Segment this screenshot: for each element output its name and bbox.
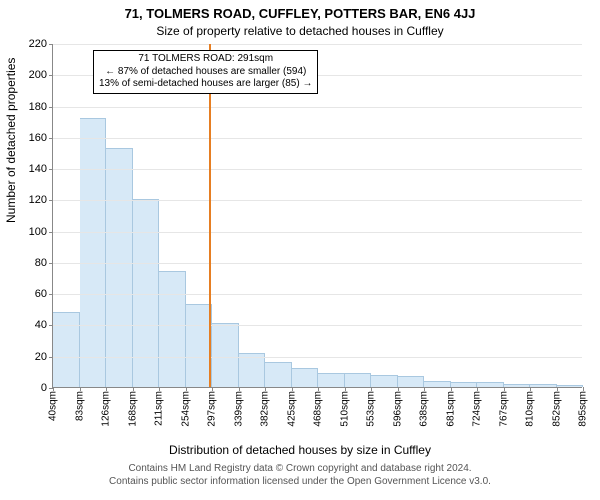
gridline	[53, 357, 582, 358]
xtick-label: 852sqm	[551, 391, 562, 427]
ytick-label: 100	[29, 226, 47, 238]
ytick-mark	[49, 325, 53, 326]
xtick-label: 83sqm	[74, 391, 85, 421]
ytick-label: 200	[29, 69, 47, 81]
histogram-bar	[424, 381, 451, 387]
gridline	[53, 263, 582, 264]
x-axis-label: Distribution of detached houses by size …	[0, 443, 600, 457]
gridline	[53, 107, 582, 108]
annotation-line: 13% of semi-detached houses are larger (…	[99, 78, 312, 91]
ytick-label: 60	[35, 288, 47, 300]
histogram-bar	[106, 148, 133, 387]
y-axis-label: Number of detached properties	[4, 58, 18, 223]
histogram-bar	[477, 382, 504, 387]
histogram-bar	[530, 384, 557, 387]
ytick-label: 0	[41, 382, 47, 394]
chart-title: 71, TOLMERS ROAD, CUFFLEY, POTTERS BAR, …	[0, 6, 600, 21]
gridline	[53, 200, 582, 201]
annotation-line: 71 TOLMERS ROAD: 291sqm	[99, 53, 312, 66]
ytick-mark	[49, 138, 53, 139]
ytick-mark	[49, 200, 53, 201]
xtick-label: 895sqm	[578, 391, 589, 427]
xtick-label: 126sqm	[101, 391, 112, 427]
histogram-bar	[53, 312, 80, 387]
ytick-mark	[49, 44, 53, 45]
xtick-label: 254sqm	[180, 391, 191, 427]
xtick-label: 767sqm	[498, 391, 509, 427]
ytick-mark	[49, 263, 53, 264]
annotation-line: ← 87% of detached houses are smaller (59…	[99, 66, 312, 79]
xtick-label: 40sqm	[48, 391, 59, 421]
histogram-bar	[345, 373, 372, 387]
histogram-bar	[451, 382, 478, 387]
histogram-bar	[398, 376, 425, 387]
histogram-bar	[159, 271, 186, 387]
histogram-bar	[504, 384, 531, 387]
histogram-bar	[212, 323, 239, 387]
xtick-label: 297sqm	[207, 391, 218, 427]
plot-area: 02040608010012014016018020022040sqm83sqm…	[52, 44, 582, 388]
annotation-box: 71 TOLMERS ROAD: 291sqm← 87% of detached…	[93, 50, 318, 94]
ytick-mark	[49, 169, 53, 170]
ytick-label: 120	[29, 194, 47, 206]
xtick-label: 211sqm	[154, 391, 165, 426]
ytick-mark	[49, 232, 53, 233]
footer-line-2: Contains public sector information licen…	[0, 475, 600, 488]
histogram-bar	[239, 353, 266, 387]
ytick-mark	[49, 107, 53, 108]
gridline	[53, 294, 582, 295]
ytick-mark	[49, 75, 53, 76]
ytick-label: 180	[29, 101, 47, 113]
histogram-bar	[265, 362, 292, 387]
xtick-label: 339sqm	[233, 391, 244, 427]
histogram-bar	[371, 375, 398, 388]
bars-layer	[53, 44, 582, 387]
xtick-label: 168sqm	[127, 391, 138, 427]
xtick-label: 510sqm	[339, 391, 350, 427]
ytick-mark	[49, 357, 53, 358]
gridline	[53, 44, 582, 45]
gridline	[53, 232, 582, 233]
gridline	[53, 169, 582, 170]
xtick-label: 553sqm	[366, 391, 377, 427]
xtick-label: 596sqm	[392, 391, 403, 427]
xtick-label: 724sqm	[472, 391, 483, 427]
histogram-bar	[80, 118, 107, 387]
ytick-label: 220	[29, 38, 47, 50]
gridline	[53, 138, 582, 139]
xtick-label: 681sqm	[445, 391, 456, 427]
footer-attribution: Contains HM Land Registry data © Crown c…	[0, 462, 600, 488]
ytick-label: 80	[35, 257, 47, 269]
xtick-label: 810sqm	[525, 391, 536, 427]
xtick-label: 468sqm	[313, 391, 324, 427]
gridline	[53, 325, 582, 326]
marker-line	[209, 44, 211, 387]
footer-line-1: Contains HM Land Registry data © Crown c…	[0, 462, 600, 475]
chart-subtitle: Size of property relative to detached ho…	[0, 24, 600, 38]
ytick-label: 140	[29, 163, 47, 175]
ytick-label: 40	[35, 319, 47, 331]
histogram-bar	[318, 373, 345, 387]
xtick-label: 382sqm	[260, 391, 271, 427]
chart-container: { "chart": { "type": "histogram", "title…	[0, 0, 600, 500]
histogram-bar	[557, 385, 584, 387]
ytick-mark	[49, 294, 53, 295]
xtick-label: 425sqm	[286, 391, 297, 427]
histogram-bar	[292, 368, 319, 387]
xtick-label: 638sqm	[419, 391, 430, 427]
ytick-label: 160	[29, 132, 47, 144]
ytick-label: 20	[35, 351, 47, 363]
